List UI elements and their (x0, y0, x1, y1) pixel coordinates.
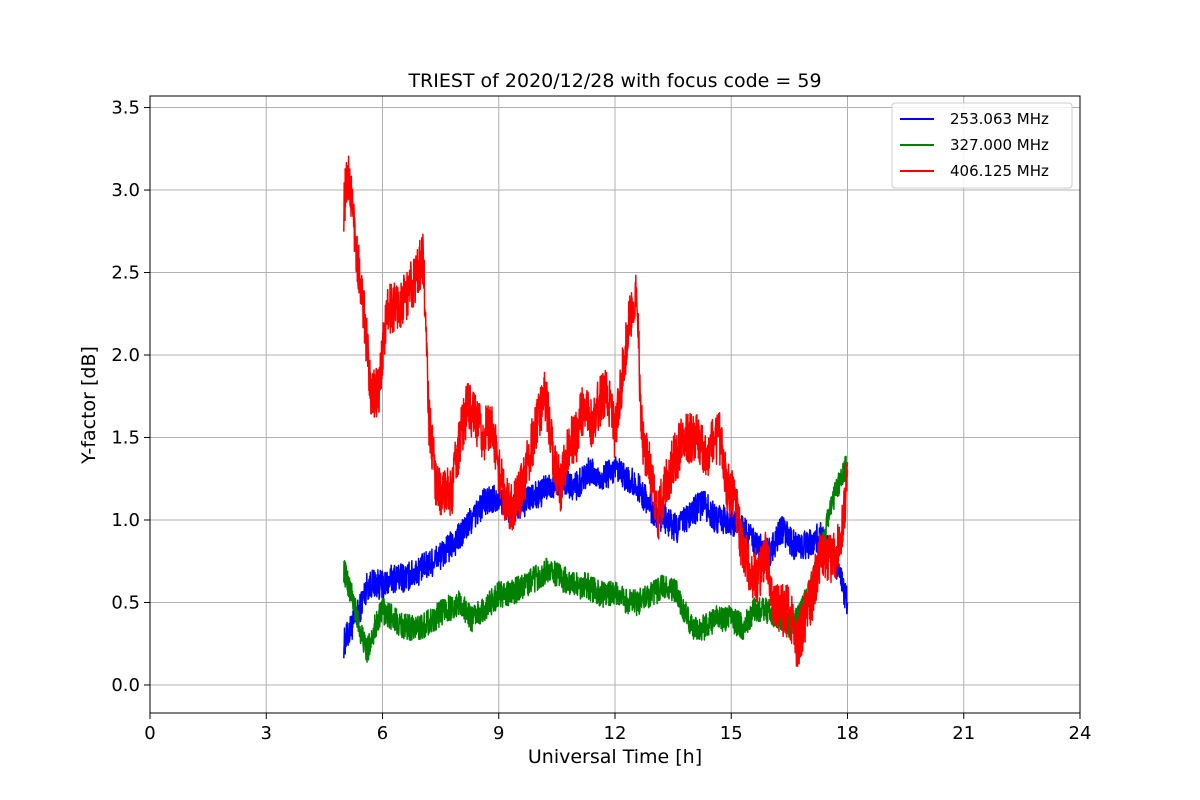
y-tick-label: 2.5 (111, 263, 140, 284)
x-tick-label: 21 (952, 723, 975, 744)
x-tick-label: 3 (261, 723, 272, 744)
x-axis-ticks: 0 3 6 9 12 15 18 21 24 (144, 713, 1091, 744)
y-tick-label: 0.5 (111, 592, 140, 613)
legend-label-1: 253.063 MHz (950, 110, 1049, 128)
legend-box (891, 102, 1073, 189)
y-axis-ticks: 0.0 0.5 1.0 1.5 2.0 2.5 3.0 3.5 (111, 98, 150, 696)
series-layer (343, 155, 849, 668)
x-tick-label: 9 (493, 723, 504, 744)
y-tick-label: 3.5 (111, 98, 140, 119)
x-tick-label: 24 (1069, 723, 1092, 744)
x-tick-label: 15 (720, 723, 743, 744)
y-tick-label: 1.0 (111, 510, 140, 531)
legend-label-2: 327.000 MHz (950, 136, 1049, 154)
y-tick-label: 3.0 (111, 180, 140, 201)
y-tick-label: 0.0 (111, 675, 140, 696)
legend: 253.063 MHz 327.000 MHz 406.125 MHz (891, 102, 1073, 189)
x-axis-label: Universal Time [h] (528, 746, 702, 768)
x-tick-label: 18 (836, 723, 859, 744)
legend-label-3: 406.125 MHz (950, 162, 1049, 180)
series-line-3 (343, 155, 849, 668)
x-tick-label: 12 (604, 723, 627, 744)
x-tick-label: 0 (144, 723, 155, 744)
y-tick-label: 1.5 (111, 427, 140, 448)
y-axis-label: Y-factor [dB] (78, 346, 100, 465)
x-tick-label: 6 (377, 723, 388, 744)
y-tick-label: 2.0 (111, 345, 140, 366)
chart-title: TRIEST of 2020/12/28 with focus code = 5… (407, 70, 821, 92)
series-line-2 (343, 455, 849, 663)
